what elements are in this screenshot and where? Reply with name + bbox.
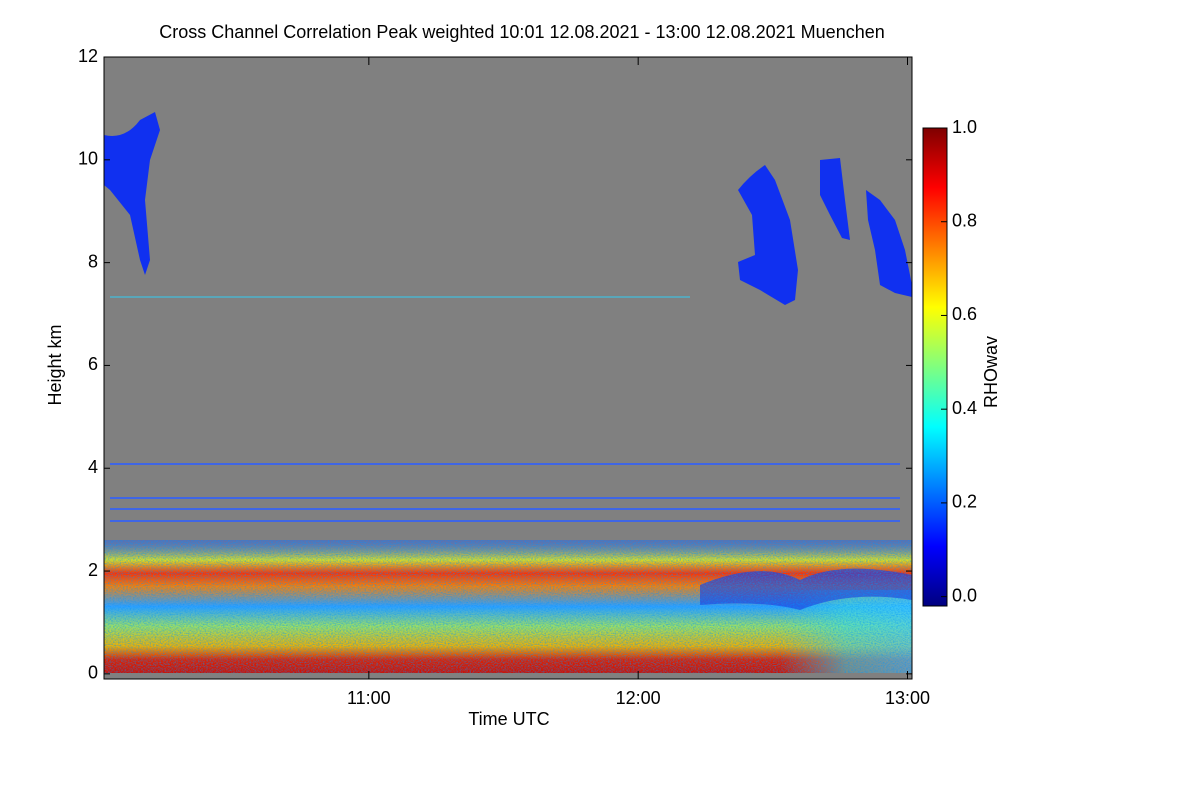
colorbar-tick-label: 1.0 (952, 117, 977, 137)
y-axis-label: Height km (45, 324, 65, 405)
x-axis-label: Time UTC (468, 709, 549, 729)
colorbar-tick-label: 0.6 (952, 304, 977, 324)
noise-texture (104, 540, 912, 673)
cirrus (104, 112, 912, 305)
y-tick-label: 6 (88, 354, 98, 374)
y-tick-label: 10 (78, 149, 98, 169)
colorbar-tick-label: 0.4 (952, 398, 977, 418)
colorbar-tick-label: 0.0 (952, 585, 977, 605)
x-tick-label: 13:00 (885, 688, 930, 708)
thin-layer (110, 296, 690, 298)
y-tick-label: 8 (88, 251, 98, 271)
colorbar (922, 127, 948, 607)
chart-title: Cross Channel Correlation Peak weighted … (159, 22, 885, 42)
sparse-layers (110, 463, 900, 522)
y-tick-label: 4 (88, 457, 98, 477)
x-tick-label: 12:00 (616, 688, 661, 708)
plot-frame (103, 56, 913, 680)
colorbar-tick-label: 0.2 (952, 492, 977, 512)
colorbar-label: RHOwav (981, 336, 1001, 408)
field (104, 57, 912, 679)
y-tick-label: 0 (88, 663, 98, 683)
x-tick-label: 11:00 (347, 688, 391, 708)
y-tick-label: 12 (78, 46, 98, 66)
y-tick-label: 2 (88, 560, 98, 580)
colorbar-tick-label: 0.8 (952, 210, 977, 230)
